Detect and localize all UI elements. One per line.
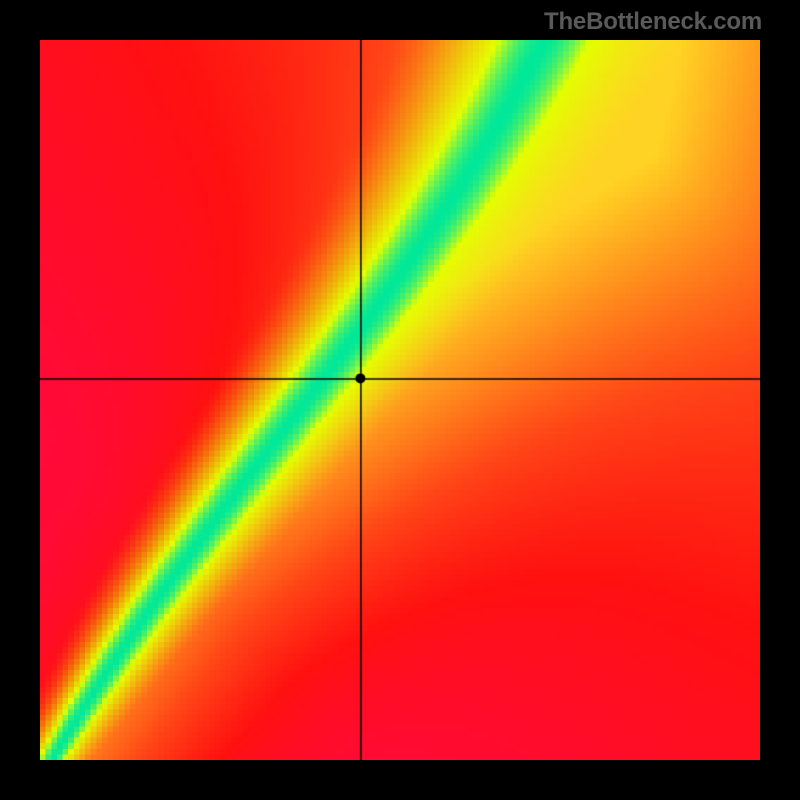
crosshair-overlay <box>40 40 760 760</box>
watermark-text: TheBottleneck.com <box>544 8 762 36</box>
chart-container: TheBottleneck.com <box>0 0 800 800</box>
